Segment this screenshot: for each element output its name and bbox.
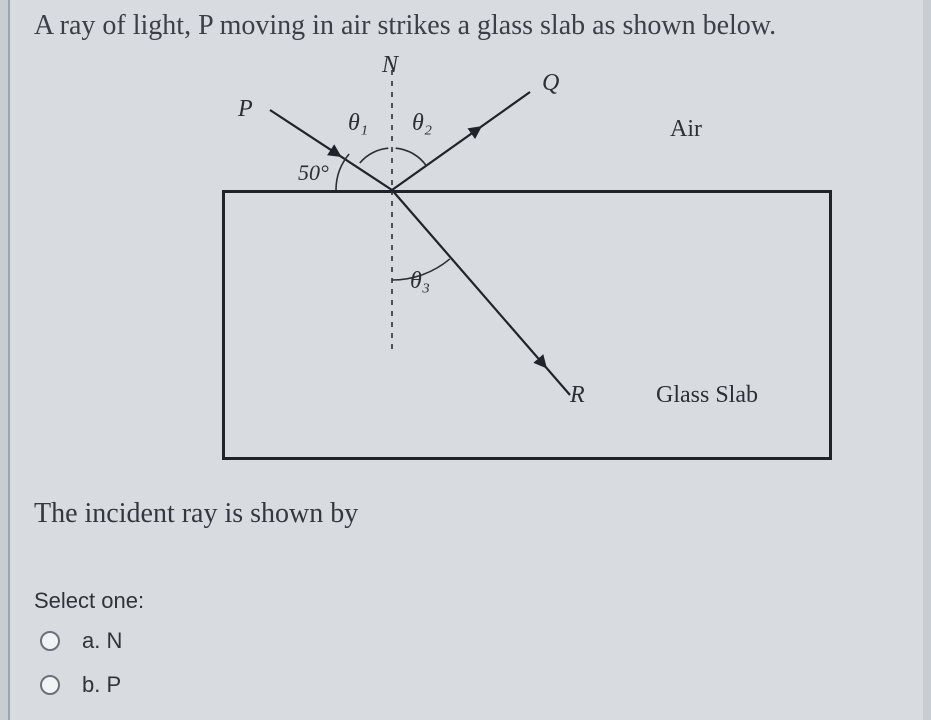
label-air: Air xyxy=(670,116,702,143)
option-b-label: b. P xyxy=(82,672,121,698)
prompt-text: The incident ray is shown by xyxy=(34,498,358,530)
option-a-label: a. N xyxy=(82,628,122,654)
label-Q: Q xyxy=(542,70,559,97)
option-a-row[interactable]: a. N xyxy=(40,628,122,654)
option-b-row[interactable]: b. P xyxy=(40,672,121,698)
label-theta2: θ₂ xyxy=(412,110,432,137)
label-glass-slab: Glass Slab xyxy=(656,382,758,409)
page: A ray of light, P moving in air strikes … xyxy=(8,0,923,720)
refraction-diagram: P N Q Air R Glass Slab θ₁ θ₂ θ₃ 50° xyxy=(30,50,910,480)
label-theta3: θ₃ xyxy=(410,268,430,295)
question-text: A ray of light, P moving in air strikes … xyxy=(34,10,776,42)
label-50deg: 50° xyxy=(298,160,329,186)
diagram-svg xyxy=(30,50,910,480)
label-theta1: θ₁ xyxy=(348,110,368,137)
radio-icon[interactable] xyxy=(40,675,60,695)
radio-icon[interactable] xyxy=(40,631,60,651)
select-one-label: Select one: xyxy=(34,588,144,614)
label-R: R xyxy=(570,382,585,409)
label-P: P xyxy=(238,96,253,123)
label-N: N xyxy=(382,52,398,79)
